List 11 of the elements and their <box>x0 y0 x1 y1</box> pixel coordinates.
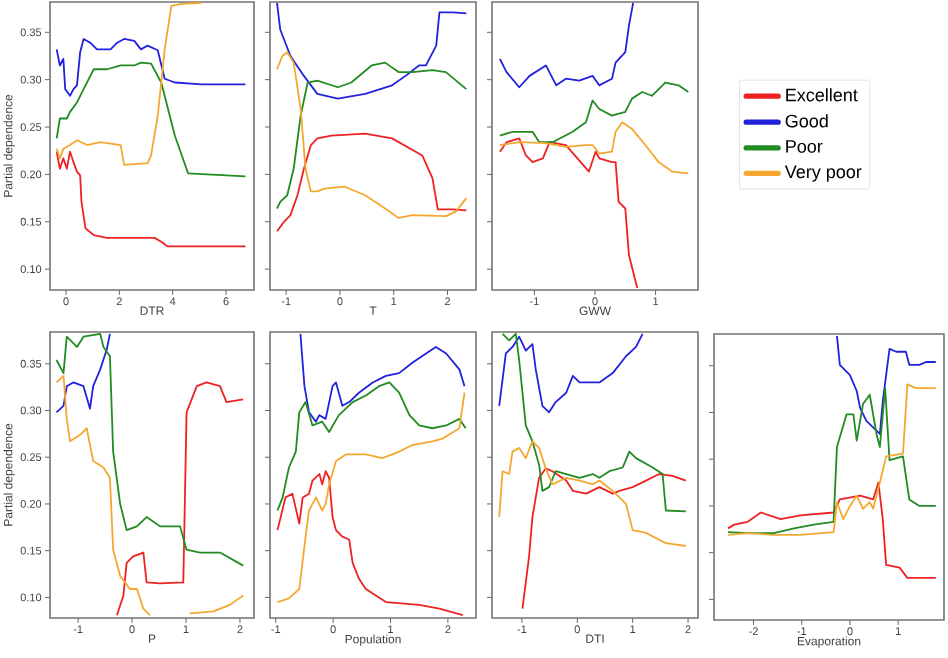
line-series <box>55 61 247 178</box>
line-series <box>55 38 247 97</box>
legend-label: Excellent <box>786 88 858 102</box>
line-series <box>116 381 245 617</box>
line-series <box>55 332 111 414</box>
legend-label: Good <box>785 114 828 128</box>
line-series <box>55 150 247 248</box>
legend-label: Poor <box>786 140 823 153</box>
line-series <box>55 332 245 567</box>
line-series <box>55 2 203 166</box>
legend-label: Very poor <box>784 165 862 182</box>
